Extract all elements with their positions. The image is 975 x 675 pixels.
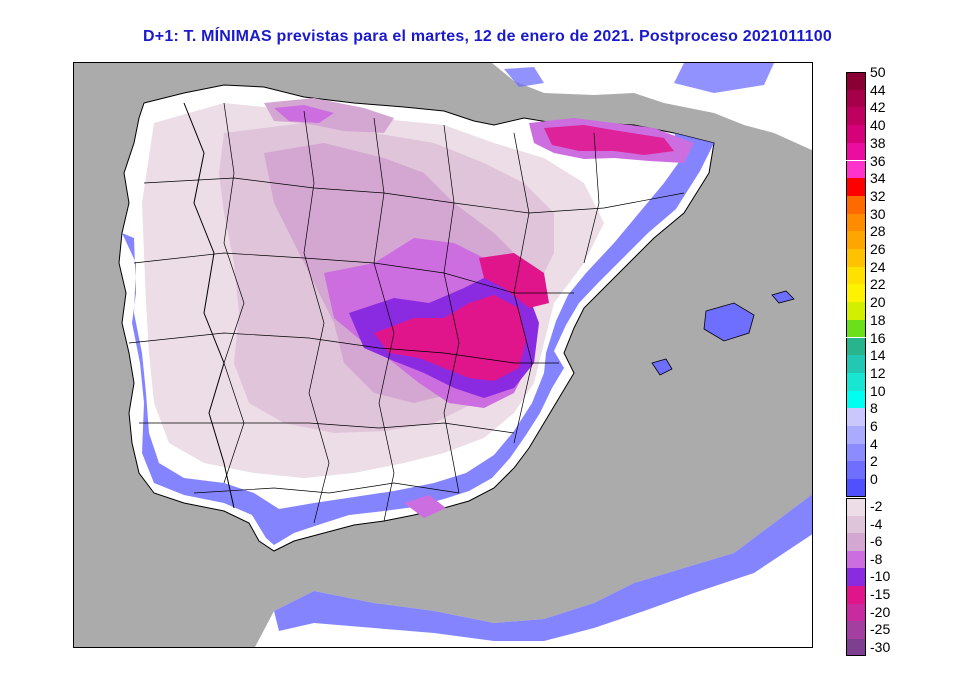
portugal-border xyxy=(183,102,235,509)
legend-swatch xyxy=(846,231,866,249)
legend-label: 34 xyxy=(870,170,886,187)
legend-label: 8 xyxy=(870,400,878,417)
legend-swatch xyxy=(846,638,866,657)
color-legend: 50 44 42 40 38 36 34 32 30 28 26 24 22 20 18 16 14 12 10 8 6… xyxy=(846,65,966,657)
legend-label: 16 xyxy=(870,329,886,346)
legend-label: 42 xyxy=(870,99,886,116)
legend-swatch xyxy=(846,550,866,569)
legend-swatch xyxy=(846,142,866,161)
legend-swatch xyxy=(846,319,866,338)
legend-label: -15 xyxy=(870,586,891,602)
legend-swatch xyxy=(846,443,866,462)
legend-swatch xyxy=(846,355,866,373)
legend-swatch xyxy=(846,515,866,534)
map-panel xyxy=(73,62,813,648)
legend-swatch xyxy=(846,266,866,285)
legend-swatch xyxy=(846,125,866,143)
africa-coast-band xyxy=(274,494,812,641)
legend-swatch xyxy=(846,479,866,497)
legend-swatch xyxy=(846,89,866,108)
legend-label: 14 xyxy=(870,347,886,364)
legend-swatch xyxy=(846,160,866,179)
legend-swatch xyxy=(846,72,866,90)
legend-swatch xyxy=(846,249,866,267)
cantabrian-core xyxy=(274,105,334,123)
legend-label: 10 xyxy=(870,382,886,399)
legend-label: 18 xyxy=(870,311,886,328)
legend-swatch xyxy=(846,621,866,639)
legend-label: 22 xyxy=(870,276,886,293)
legend-label: 32 xyxy=(870,187,886,204)
ibiza-island xyxy=(651,358,673,376)
legend-swatch xyxy=(846,213,866,232)
legend-swatch xyxy=(846,302,866,320)
pyrenees-core xyxy=(544,125,674,155)
legend-label: 40 xyxy=(870,117,886,134)
legend-swatch xyxy=(846,178,866,196)
legend-swatch xyxy=(846,408,866,426)
zone-minus-15-east xyxy=(479,253,549,308)
legend-label: 28 xyxy=(870,223,886,240)
legend-swatch xyxy=(846,498,866,516)
mallorca-island xyxy=(703,302,755,342)
map-title: D+1: T. MÍNIMAS previstas para el martes… xyxy=(143,28,832,45)
legend-label: -10 xyxy=(870,568,891,585)
legend-label: 30 xyxy=(870,205,886,222)
legend-label: -30 xyxy=(870,638,891,655)
legend-swatch xyxy=(846,568,866,586)
menorca-island xyxy=(771,290,795,304)
legend-label: 2 xyxy=(870,453,878,470)
legend-label: 38 xyxy=(870,134,886,151)
legend-swatch xyxy=(846,372,866,391)
legend-swatch xyxy=(846,284,866,303)
legend-swatch xyxy=(846,390,866,409)
legend-swatch xyxy=(846,426,866,444)
legend-label: -4 xyxy=(870,515,883,532)
legend-swatch xyxy=(846,533,866,551)
legend-label: 26 xyxy=(870,241,886,257)
france-cold-band xyxy=(504,63,774,93)
legend-label: 44 xyxy=(870,81,886,98)
legend-swatch xyxy=(846,586,866,604)
legend-label: -6 xyxy=(870,533,883,550)
legend-swatch xyxy=(846,337,866,356)
legend-label: -20 xyxy=(870,603,891,620)
legend-swatch xyxy=(846,107,866,126)
legend-swatch xyxy=(846,603,866,622)
legend-label: 20 xyxy=(870,294,886,311)
legend-label: -8 xyxy=(870,550,883,567)
legend-label: -25 xyxy=(870,621,891,638)
legend-label: 50 xyxy=(870,64,886,80)
legend-label: 12 xyxy=(870,364,886,381)
legend-label: 0 xyxy=(870,471,878,488)
legend-swatch xyxy=(846,461,866,480)
legend-swatch xyxy=(846,195,866,214)
legend-label: 36 xyxy=(870,152,886,169)
legend-label: 6 xyxy=(870,418,878,434)
legend-label: 24 xyxy=(870,258,886,275)
legend-label: 4 xyxy=(870,435,878,452)
province-borders xyxy=(128,102,685,524)
sierra-nevada-patch xyxy=(404,495,446,518)
legend-label: -2 xyxy=(870,498,883,514)
